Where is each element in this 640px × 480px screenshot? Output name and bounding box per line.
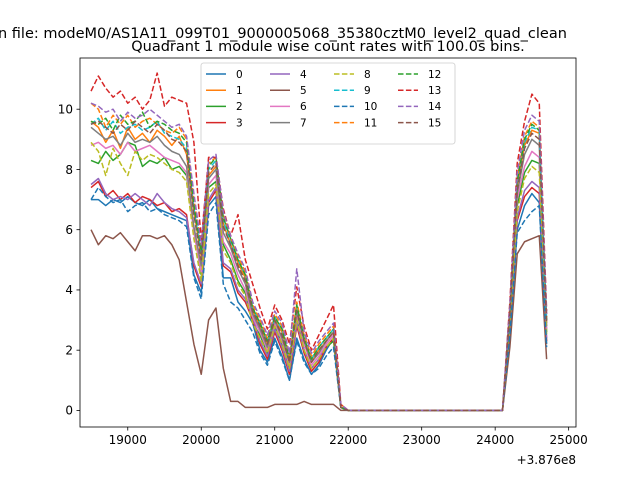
legend-label-7: 7 <box>300 117 307 129</box>
x-tick-label-24000: 24000 <box>476 433 514 447</box>
axes-frame <box>79 57 577 428</box>
legend-label-5: 5 <box>300 85 307 97</box>
legend-label-11: 11 <box>364 117 377 129</box>
legend-label-2: 2 <box>236 101 243 113</box>
figure-suptitle: n file: modeM0/AS1A11_099T01_9000005068_… <box>0 26 567 42</box>
legend-box <box>200 62 456 145</box>
legend-label-8: 8 <box>364 69 371 81</box>
y-tick-label-10: 10 <box>58 103 73 117</box>
y-tick-label-2: 2 <box>65 343 73 357</box>
legend-label-0: 0 <box>236 69 243 81</box>
y-tick-label-6: 6 <box>65 223 73 237</box>
legend-label-6: 6 <box>300 101 307 113</box>
x-tick-label-20000: 20000 <box>182 433 220 447</box>
series-line-11 <box>90 102 548 412</box>
legend-label-9: 9 <box>364 85 371 97</box>
x-tick-label-21000: 21000 <box>256 433 294 447</box>
x-tick-label-19000: 19000 <box>109 433 147 447</box>
legend-label-10: 10 <box>364 101 377 113</box>
legend-label-1: 1 <box>236 85 243 97</box>
legend-label-14: 14 <box>428 101 442 113</box>
y-tick-label-0: 0 <box>65 404 73 418</box>
x-tick-label-23000: 23000 <box>403 433 441 447</box>
y-tick-label-8: 8 <box>65 163 73 177</box>
x-tick-label-22000: 22000 <box>329 433 367 447</box>
legend-label-13: 13 <box>428 85 441 97</box>
chart-title: Quadrant 1 module wise count rates with … <box>131 39 525 55</box>
series-group <box>90 72 548 412</box>
legend-label-12: 12 <box>428 69 441 81</box>
legend-label-3: 3 <box>236 117 243 129</box>
legend-label-4: 4 <box>300 69 307 81</box>
x-tick-label-25000: 25000 <box>550 433 588 447</box>
x-offset-label: +3.876e8 <box>517 453 576 467</box>
series-line-15 <box>90 120 548 412</box>
plot-area: 19000 20000 21000 22000 23000 24000 25000+3.87… <box>58 57 588 467</box>
y-tick-label-4: 4 <box>65 283 73 297</box>
legend-label-15: 15 <box>428 117 441 129</box>
